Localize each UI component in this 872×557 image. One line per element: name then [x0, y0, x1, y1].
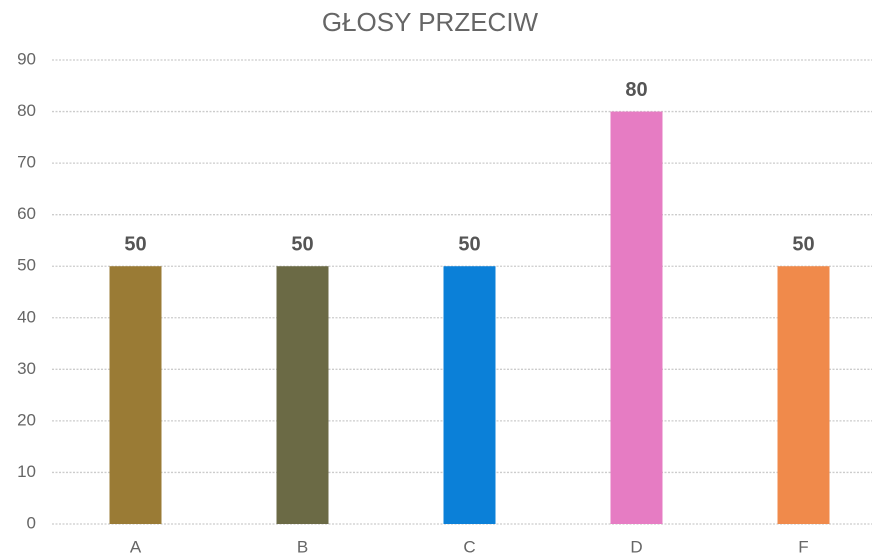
data-label: 50 [124, 234, 146, 256]
bar [777, 266, 830, 524]
y-tick-label: 90 [17, 49, 36, 68]
y-tick-label: 30 [17, 359, 36, 378]
x-tick-label: B [297, 537, 308, 556]
data-label: 50 [458, 234, 480, 256]
bar [443, 266, 496, 524]
data-label: 50 [792, 234, 814, 256]
y-tick-label: 50 [17, 256, 36, 275]
data-label: 50 [291, 234, 313, 256]
x-tick-label: F [798, 537, 808, 556]
x-tick-label: D [630, 537, 642, 556]
y-tick-label: 10 [17, 462, 36, 481]
y-tick-label: 70 [17, 153, 36, 172]
bar [276, 266, 329, 524]
chart-title: GŁOSY PRZECIW [322, 7, 539, 37]
y-tick-label: 0 [27, 513, 36, 532]
y-tick-label: 20 [17, 410, 36, 429]
bar [610, 111, 663, 525]
y-tick-label: 40 [17, 307, 36, 326]
y-tick-label: 80 [17, 101, 36, 120]
x-tick-label: C [463, 537, 475, 556]
bar [109, 266, 162, 524]
data-label: 80 [625, 79, 647, 101]
y-tick-label: 60 [17, 204, 36, 223]
x-tick-label: A [130, 537, 142, 556]
